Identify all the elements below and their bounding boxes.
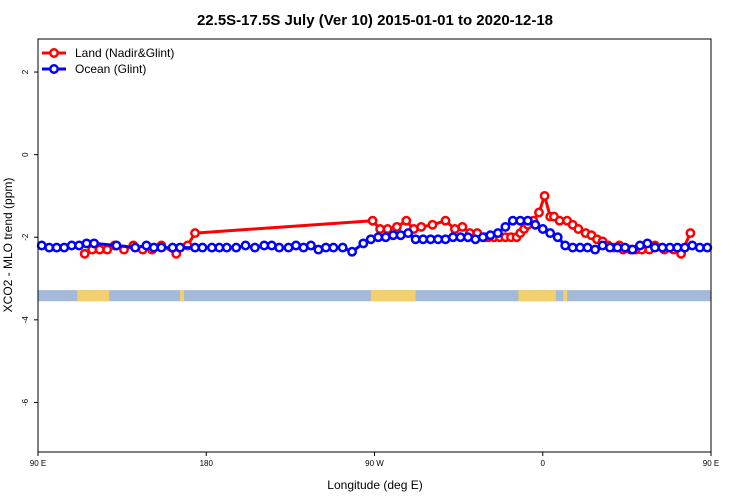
band-land-segment-0 — [77, 290, 110, 302]
data-point — [702, 242, 713, 253]
data-point — [552, 232, 563, 243]
x-tick-label: 90 W — [365, 459, 384, 468]
data-point — [403, 228, 414, 239]
y-tick-label: 2 — [21, 69, 30, 74]
x-tick-label: 90 E — [703, 459, 719, 468]
data-point — [457, 221, 468, 232]
y-tick-label: -2 — [21, 233, 30, 241]
data-point — [175, 242, 186, 253]
band-land-segment-4 — [563, 290, 568, 302]
data-point — [537, 224, 548, 234]
data-point — [347, 246, 358, 257]
legend-item-land: Land (Nadir&Glint) — [42, 46, 174, 60]
data-point — [249, 242, 260, 253]
data-point — [367, 215, 378, 226]
data-point — [590, 244, 601, 255]
data-point — [231, 242, 242, 253]
data-point — [102, 244, 113, 255]
band-land-segment-2 — [370, 290, 416, 302]
data-point — [156, 242, 167, 253]
x-tick-label: 0 — [541, 459, 546, 468]
x-tick-label: 180 — [200, 459, 214, 468]
data-point — [642, 238, 653, 249]
legend-marker-land — [49, 48, 59, 58]
data-point — [685, 228, 696, 239]
chart-title: 22.5S-17.5S July (Ver 10) 2015-01-01 to … — [197, 12, 553, 29]
x-axis-ticks: 90 E 180 90 W 0 90 E — [30, 452, 719, 468]
data-point — [89, 238, 100, 249]
legend-item-ocean: Ocean (Glint) — [42, 62, 146, 76]
y-axis-label: XCO2 - MLO trend (ppm) — [1, 178, 15, 313]
data-point — [534, 207, 544, 218]
legend-label-land: Land (Nadir&Glint) — [75, 46, 174, 60]
data-point — [573, 224, 584, 234]
data-point — [391, 221, 402, 232]
y-tick-label: -6 — [21, 398, 30, 406]
data-point — [492, 228, 503, 239]
series-layer — [36, 190, 713, 259]
data-point — [358, 238, 369, 249]
data-point — [500, 221, 511, 232]
y-tick-label: 0 — [21, 152, 30, 157]
x-axis-label: Longitude (deg E) — [327, 478, 422, 492]
data-point — [221, 242, 232, 253]
data-point — [522, 215, 533, 226]
surface-band — [38, 290, 711, 302]
data-point — [328, 242, 339, 253]
data-point — [240, 240, 251, 251]
series-1 — [36, 215, 713, 257]
y-axis-ticks: 2 0 -2 -4 -6 — [21, 69, 38, 406]
legend: Land (Nadir&Glint) Ocean (Glint) — [42, 46, 174, 76]
data-point — [627, 244, 638, 255]
data-point — [337, 242, 348, 253]
band-land-segment-1 — [180, 290, 184, 302]
data-point — [130, 242, 141, 253]
data-point — [539, 190, 550, 201]
data-point — [427, 219, 438, 230]
data-point — [416, 221, 427, 232]
band-land-segment-3 — [518, 290, 556, 302]
legend-label-ocean: Ocean (Glint) — [75, 62, 146, 76]
data-point — [401, 215, 412, 226]
data-point — [305, 240, 316, 251]
y-tick-label: -4 — [21, 316, 30, 324]
x-tick-label: 90 E — [30, 459, 46, 468]
data-point — [111, 240, 122, 251]
data-point — [190, 228, 200, 239]
data-point — [79, 248, 90, 259]
data-point — [545, 228, 556, 239]
data-point — [440, 215, 451, 226]
data-point — [274, 242, 285, 253]
data-point — [197, 242, 208, 253]
legend-marker-ocean — [49, 64, 59, 74]
data-point — [530, 219, 541, 230]
